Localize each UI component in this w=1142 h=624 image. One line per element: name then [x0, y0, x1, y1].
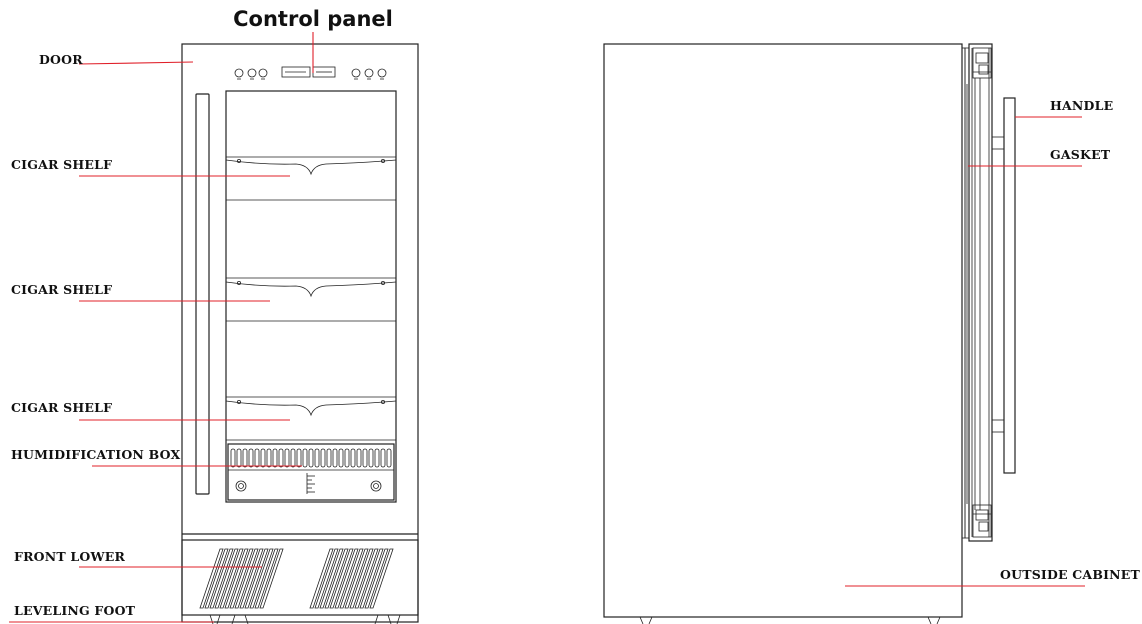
set-button-icon	[378, 69, 386, 77]
side-view	[604, 44, 1015, 624]
front-view	[182, 44, 418, 624]
shelf-3	[226, 397, 396, 440]
front-lower-grille	[182, 540, 418, 615]
side-door-profile	[962, 44, 992, 541]
cigar-shelf-1-label: CIGAR SHELF	[11, 157, 112, 172]
mode-button-icon	[259, 69, 267, 77]
gasket-label: GASKET	[1050, 147, 1111, 162]
left-knob-icon	[236, 481, 246, 491]
front-leveling-feet	[210, 615, 400, 624]
front-handle	[196, 94, 209, 494]
cigar-shelf-2-label: CIGAR SHELF	[11, 282, 112, 297]
side-leveling-feet	[640, 617, 940, 624]
light-button-icon	[248, 69, 256, 77]
leveling-foot-label: LEVELING FOOT	[14, 603, 136, 618]
humidification-vents	[231, 449, 391, 467]
down-button-icon	[365, 69, 373, 77]
side-cabinet-outline	[604, 44, 962, 617]
power-button-icon	[235, 69, 243, 77]
leader-lines	[9, 32, 1085, 622]
control-panel-title: Control panel	[233, 7, 393, 31]
shelf-1	[226, 157, 396, 200]
right-knob-icon	[371, 481, 381, 491]
handle-label: HANDLE	[1050, 98, 1113, 113]
shelf-2	[226, 278, 396, 321]
outside-cabinet-label: OUTSIDE CABINET	[1000, 567, 1140, 582]
humidification-box	[228, 444, 394, 500]
up-button-icon	[352, 69, 360, 77]
side-handle	[992, 98, 1015, 473]
front-lower-label: FRONT LOWER	[14, 549, 125, 564]
side-handle-bar	[1004, 98, 1015, 473]
hygrometer-icon	[307, 473, 315, 494]
control-panel	[235, 67, 386, 79]
cigar-shelf-3-label: CIGAR SHELF	[11, 400, 112, 415]
labels: Control panel DOOR CIGAR SHELF CIGAR SHE…	[11, 7, 1140, 618]
humidification-box-label: HUMIDIFICATION BOX	[11, 447, 180, 462]
door-label: DOOR	[39, 52, 83, 67]
door-leader-line	[79, 62, 193, 64]
front-cabinet-outline	[182, 44, 418, 622]
